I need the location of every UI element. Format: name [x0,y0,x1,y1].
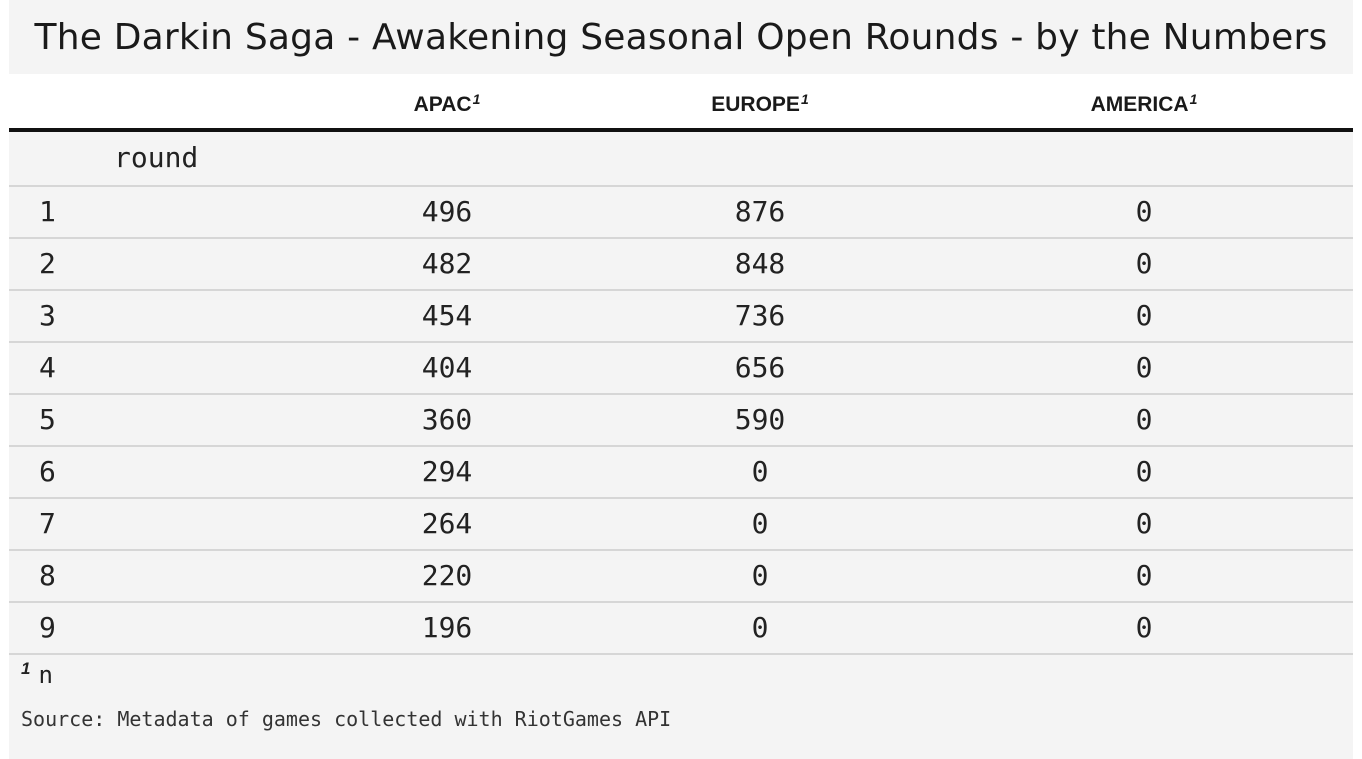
source-note: Source: Metadata of games collected with… [21,707,672,731]
column-header-europe-footnote-mark: 1 [800,91,809,107]
round-cell: 4 [39,351,56,384]
apac-cell: 360 [421,403,473,436]
round-cell: 1 [39,195,56,228]
apac-cell: 496 [421,195,473,228]
round-cell: 3 [39,299,56,332]
round-cell: 9 [39,611,56,644]
table-row: 9 196 0 0 [9,603,1353,653]
europe-cell: 0 [751,559,769,592]
apac-cell: 454 [421,299,473,332]
europe-cell: 876 [734,195,786,228]
europe-cell: 0 [751,611,769,644]
europe-cell: 656 [734,351,786,384]
column-header-america-label: AMERICA [1090,93,1189,116]
column-header-europe: EUROPE1 [711,91,808,117]
summary-table: The Darkin Saga - Awakening Seasonal Ope… [9,0,1353,759]
europe-cell: 736 [734,299,786,332]
table-row: 8 220 0 0 [9,551,1353,603]
title-band: The Darkin Saga - Awakening Seasonal Ope… [9,0,1353,74]
apac-cell: 294 [421,455,473,488]
table-title: The Darkin Saga - Awakening Seasonal Ope… [34,16,1328,58]
round-cell: 5 [39,403,56,436]
europe-cell: 0 [751,455,769,488]
table-row: 1 496 876 0 [9,187,1353,239]
column-header-europe-label: EUROPE [711,93,800,116]
table-row: 3 454 736 0 [9,291,1353,343]
table-row: 5 360 590 0 [9,395,1353,447]
table-row: 4 404 656 0 [9,343,1353,395]
round-cell: 7 [39,507,56,540]
europe-cell: 590 [734,403,786,436]
column-header-apac: APAC1 [414,91,481,117]
column-header-apac-label: APAC [413,93,472,116]
column-header-america: AMERICA1 [1091,91,1198,117]
america-cell: 0 [1135,403,1153,436]
table-row: 7 264 0 0 [9,499,1353,551]
row-group-header: round [9,132,1353,187]
america-cell: 0 [1135,507,1153,540]
footnote-text: n [38,661,53,689]
row-group-label: round [114,141,199,174]
column-header-row: APAC1 EUROPE1 AMERICA1 [9,74,1353,132]
table-body: 1 496 876 0 2 482 848 0 3 454 736 0 4 404 656 0 5 360 590 0… [9,187,1353,653]
round-cell: 8 [39,559,56,592]
america-cell: 0 [1135,559,1153,592]
america-cell: 0 [1135,247,1153,280]
europe-cell: 848 [734,247,786,280]
round-cell: 6 [39,455,56,488]
column-header-america-footnote-mark: 1 [1189,91,1198,107]
america-cell: 0 [1135,455,1153,488]
footnote-mark: 1 [21,659,31,678]
america-cell: 0 [1135,351,1153,384]
america-cell: 0 [1135,611,1153,644]
table-row: 2 482 848 0 [9,239,1353,291]
america-cell: 0 [1135,195,1153,228]
apac-cell: 220 [421,559,473,592]
round-cell: 2 [39,247,56,280]
apac-cell: 196 [421,611,473,644]
europe-cell: 0 [751,507,769,540]
table-row: 6 294 0 0 [9,447,1353,499]
column-header-apac-footnote-mark: 1 [472,91,481,107]
apac-cell: 264 [421,507,473,540]
apac-cell: 404 [421,351,473,384]
apac-cell: 482 [421,247,473,280]
america-cell: 0 [1135,299,1153,332]
